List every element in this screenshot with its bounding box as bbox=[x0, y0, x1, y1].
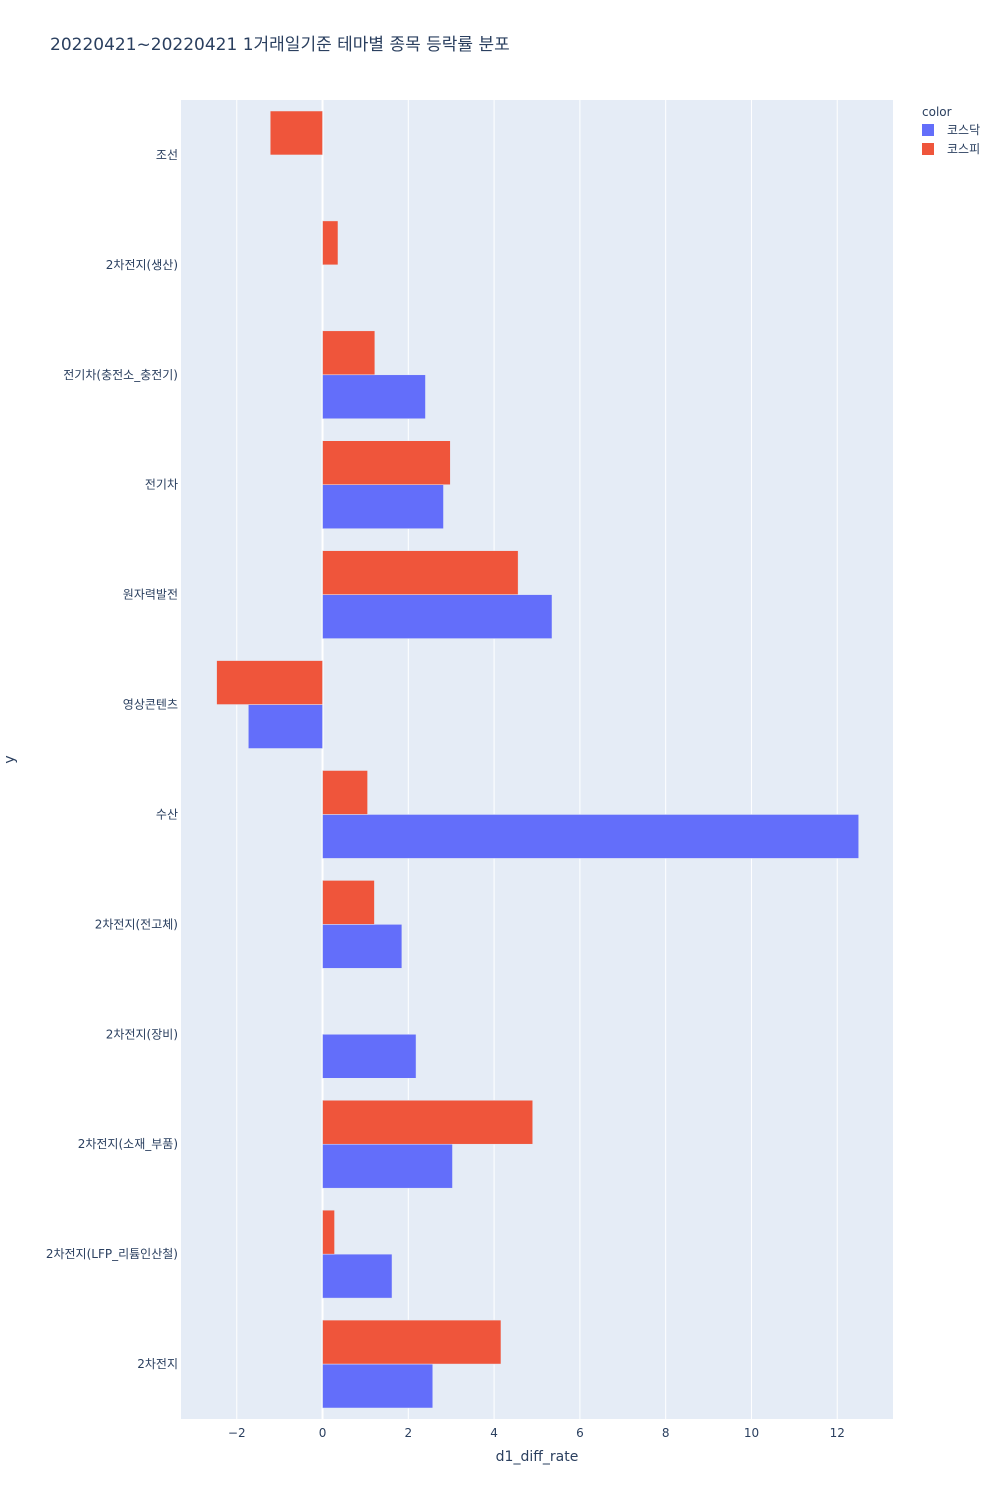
y-tick-label: 영상콘텐츠 bbox=[123, 698, 178, 712]
y-tick-label: 2차전지 bbox=[137, 1357, 178, 1371]
bar-kospi[interactable] bbox=[269, 110, 323, 156]
bars bbox=[216, 110, 859, 1409]
bar-kosdaq[interactable] bbox=[322, 1143, 453, 1189]
bar-kospi[interactable] bbox=[322, 440, 451, 485]
bar-kosdaq[interactable] bbox=[248, 704, 323, 749]
y-tick-label: 전기차(충전소_충전기) bbox=[63, 368, 178, 382]
x-tick-label: 8 bbox=[662, 1426, 670, 1440]
bar-kospi[interactable] bbox=[322, 550, 519, 595]
x-tick-label: −2 bbox=[228, 1426, 246, 1440]
bar-kosdaq[interactable] bbox=[322, 1363, 434, 1409]
bar-kosdaq[interactable] bbox=[322, 1034, 417, 1079]
legend-swatch[interactable] bbox=[922, 143, 934, 155]
legend-swatch[interactable] bbox=[922, 124, 934, 136]
bar-kosdaq[interactable] bbox=[322, 594, 553, 639]
y-tick-label: 전기차 bbox=[145, 478, 178, 492]
bar-kospi[interactable] bbox=[322, 770, 368, 815]
bar-kosdaq[interactable] bbox=[322, 374, 426, 420]
x-tick-label: 6 bbox=[576, 1426, 584, 1440]
chart-title: 20220421~20220421 1거래일기준 테마별 종목 등락률 분포 bbox=[50, 35, 510, 55]
x-tick-label: 2 bbox=[405, 1426, 413, 1440]
plot-area bbox=[181, 100, 893, 1419]
x-tick-label: 4 bbox=[490, 1426, 498, 1440]
y-tick-label: 수산 bbox=[156, 807, 178, 821]
y-tick-label: 2차전지(생산) bbox=[106, 258, 178, 272]
y-axis-title: y bbox=[2, 755, 18, 763]
bar-kospi[interactable] bbox=[322, 330, 376, 376]
legend-label[interactable]: 코스닥 bbox=[947, 123, 980, 137]
legend-label[interactable]: 코스피 bbox=[947, 142, 980, 156]
y-tick-label: 2차전지(LFP_리튬인산철) bbox=[46, 1247, 178, 1261]
bar-kospi[interactable] bbox=[322, 880, 375, 925]
x-tick-label: 12 bbox=[830, 1426, 845, 1440]
x-tick-labels: −2 0 2 4 6 8 10 12 bbox=[228, 1426, 845, 1440]
x-tick-label: 10 bbox=[744, 1426, 759, 1440]
bar-kospi[interactable] bbox=[322, 220, 339, 266]
bar-kosdaq[interactable] bbox=[322, 814, 859, 859]
bar-kospi[interactable] bbox=[216, 660, 323, 705]
y-tick-label: 2차전지(소재_부품) bbox=[78, 1137, 178, 1151]
bar-kosdaq[interactable] bbox=[322, 484, 444, 529]
y-tick-label: 조선 bbox=[156, 148, 178, 162]
bar-kospi[interactable] bbox=[322, 1319, 502, 1365]
y-tick-label: 2차전지(장비) bbox=[106, 1027, 178, 1041]
bar-kosdaq[interactable] bbox=[322, 924, 403, 969]
x-axis-title: d1_diff_rate bbox=[496, 1449, 579, 1465]
bar-kospi[interactable] bbox=[322, 1099, 533, 1145]
bar-kospi[interactable] bbox=[322, 1209, 335, 1255]
y-tick-label: 원자력발전 bbox=[123, 588, 178, 602]
y-tick-label: 2차전지(전고체) bbox=[95, 917, 178, 931]
grid-lines bbox=[236, 100, 838, 1419]
x-tick-label: 0 bbox=[319, 1426, 327, 1440]
bar-kosdaq[interactable] bbox=[322, 1253, 393, 1299]
legend-title: color bbox=[922, 105, 952, 119]
